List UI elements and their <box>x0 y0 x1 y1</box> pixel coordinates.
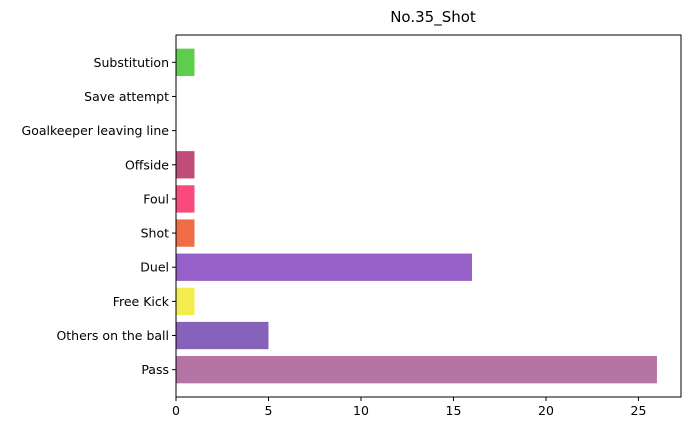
bar-offside <box>176 151 195 179</box>
y-tick-label: Others on the ball <box>56 328 169 343</box>
y-tick-label: Goalkeeper leaving line <box>22 123 170 138</box>
bar-pass <box>176 356 657 384</box>
y-tick-label: Foul <box>143 191 169 206</box>
y-ticks-layer: Pass Others on the ball Free Kick Duel Shot F… <box>22 55 176 377</box>
bar-others-on-the-ball <box>176 321 269 350</box>
x-tick-label: 5 <box>265 403 273 418</box>
x-tick-label: 15 <box>446 403 462 418</box>
bar-duel <box>176 253 472 281</box>
axes-layer <box>175 34 682 398</box>
bar-foul <box>176 185 195 213</box>
bar-substitution <box>176 48 195 76</box>
y-tick-label: Pass <box>141 362 169 377</box>
x-tick-label: 25 <box>631 403 647 418</box>
x-tick-label: 20 <box>538 403 554 418</box>
y-tick-label: Save attempt <box>84 89 169 104</box>
y-tick-label: Shot <box>141 226 170 241</box>
y-tick-label: Duel <box>140 260 169 275</box>
bar-free-kick <box>176 287 195 316</box>
chart-title: No.35_Shot <box>390 8 476 27</box>
x-tick-label: 0 <box>172 403 180 418</box>
bars-layer <box>176 48 657 384</box>
y-tick-label: Substitution <box>94 55 169 70</box>
x-tick-label: 10 <box>353 403 369 418</box>
plot-frame <box>175 34 682 398</box>
y-tick-label: Offside <box>125 157 169 172</box>
bar-shot <box>176 219 195 247</box>
x-ticks-layer: 0 5 10 15 20 25 <box>172 397 646 418</box>
y-tick-label: Free Kick <box>113 294 170 309</box>
